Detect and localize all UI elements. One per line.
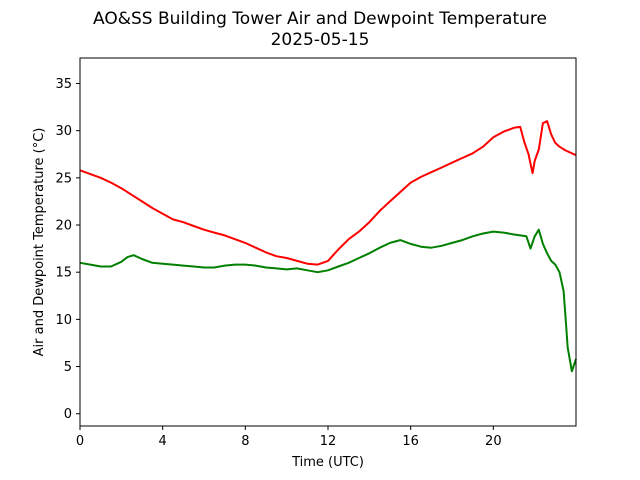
y-axis-label: Air and Dewpoint Temperature (°C) [32, 128, 47, 357]
y-tick-label-3: 15 [55, 266, 72, 281]
x-tick-label-5: 20 [485, 434, 502, 449]
x-tick-label-2: 8 [241, 434, 249, 449]
series-layer [79, 120, 577, 373]
y-tick-label-4: 20 [55, 219, 72, 234]
x-tick-label-4: 16 [402, 434, 419, 449]
x-axis: 0 4 8 12 16 20 [76, 426, 502, 449]
y-tick-label-2: 10 [55, 313, 72, 328]
y-tick-label-5: 25 [55, 171, 72, 186]
x-tick-label-0: 0 [76, 434, 84, 449]
series-line-1 [79, 228, 577, 373]
x-tick-label-1: 4 [159, 434, 167, 449]
y-tick-label-0: 0 [64, 407, 72, 422]
x-axis-label: Time (UTC) [291, 455, 364, 470]
y-axis: 0 5 10 15 20 25 30 35 [55, 77, 80, 422]
series-line-0 [79, 120, 577, 266]
y-tick-label-7: 35 [55, 77, 72, 92]
y-tick-label-1: 5 [64, 360, 72, 375]
y-tick-label-6: 30 [55, 124, 72, 139]
chart-title: AO&SS Building Tower Air and Dewpoint Te… [93, 9, 547, 29]
chart-subtitle: 2025-05-15 [271, 30, 370, 50]
x-tick-label-3: 12 [320, 434, 337, 449]
